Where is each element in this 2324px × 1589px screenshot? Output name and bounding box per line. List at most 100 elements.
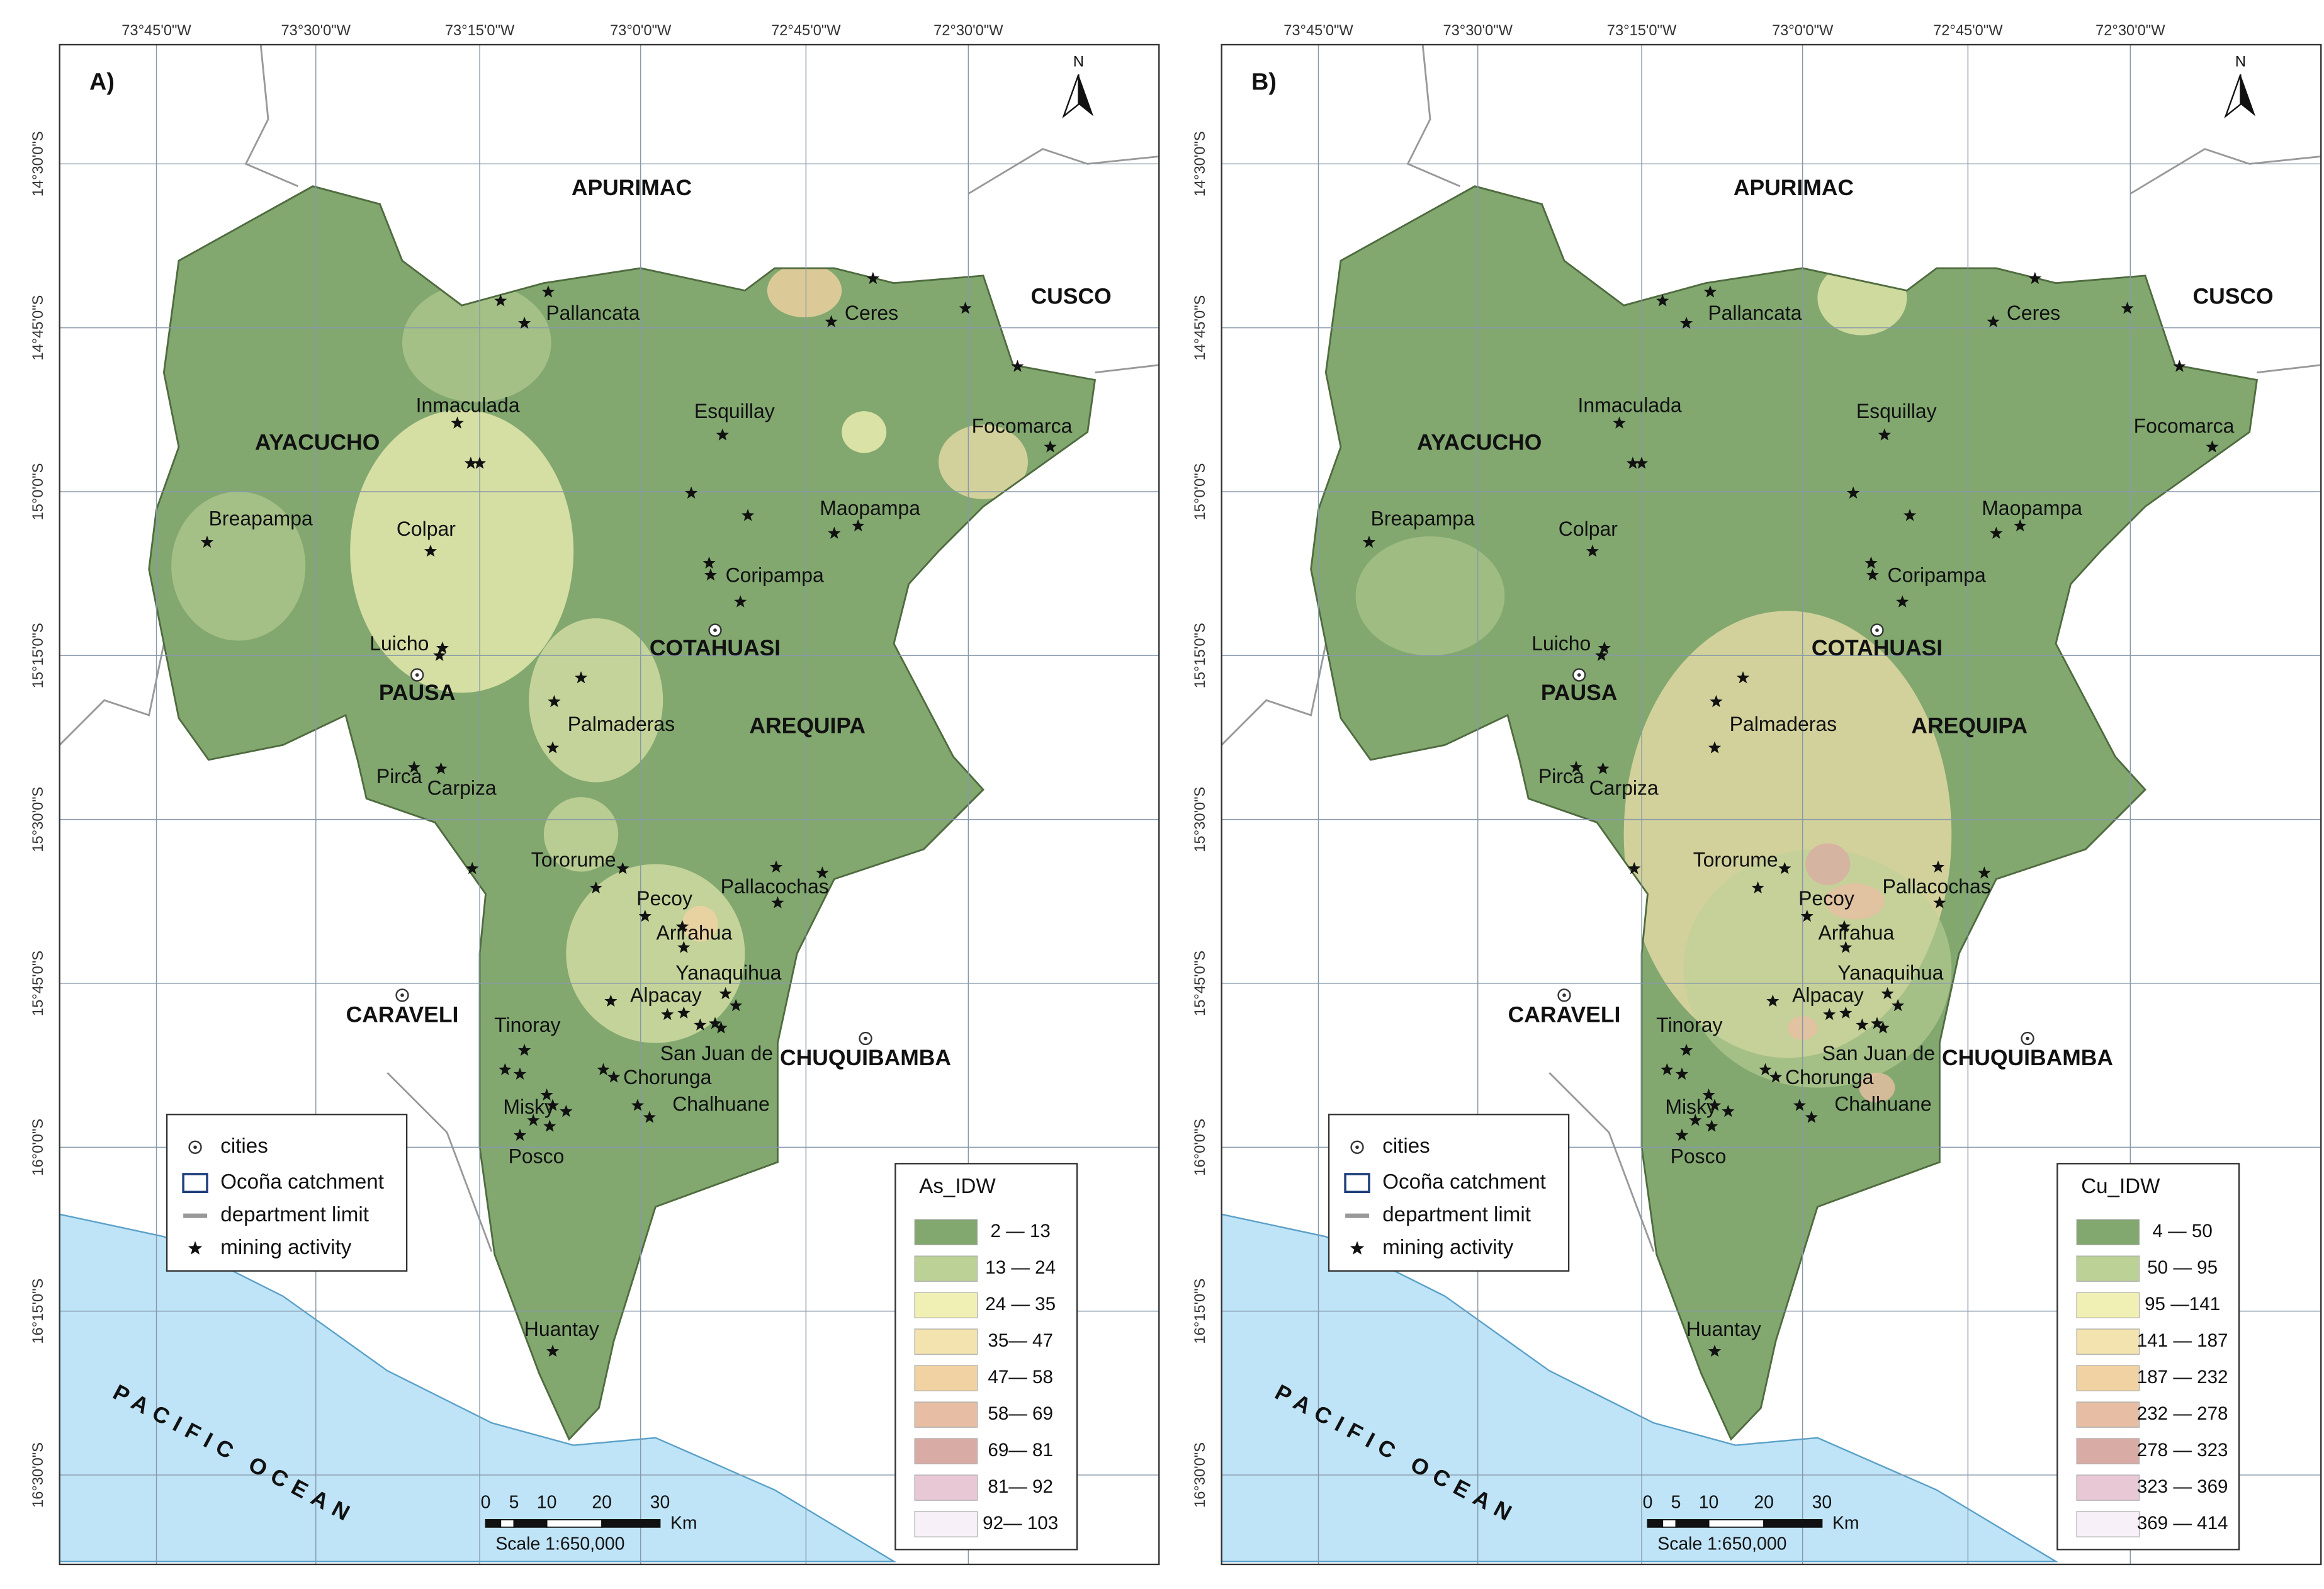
mining-site	[1846, 486, 1860, 499]
scale-tick: 0	[481, 1492, 491, 1512]
city-marker	[415, 673, 419, 677]
mining-site	[1876, 1021, 1890, 1034]
region-label: CARAVELI	[346, 1002, 459, 1027]
place-label: Arirahua	[1818, 921, 1894, 944]
mining-site	[704, 568, 718, 581]
mining-site	[1675, 1128, 1689, 1141]
idw-zone	[767, 263, 842, 318]
scale-unit: Km	[670, 1513, 697, 1534]
lat-label: 15°0'0"S	[30, 463, 47, 521]
place-label: Chorunga	[1785, 1066, 1874, 1089]
class-swatch	[914, 1438, 978, 1464]
lat-label: 15°30'0"S	[30, 787, 47, 852]
department-limit	[2257, 364, 2321, 374]
place-label: Coripampa	[1888, 563, 1986, 586]
mining-site	[1896, 595, 1909, 608]
place-label: Posco	[509, 1145, 565, 1167]
mining-site	[1766, 994, 1780, 1007]
mining-site	[464, 456, 478, 469]
lat-label: 15°30'0"S	[1192, 787, 1209, 852]
class-label: 278 — 323	[2137, 1440, 2228, 1461]
place-label: Inmaculada	[416, 394, 520, 417]
mining-site	[1931, 860, 1945, 873]
mining-site	[1866, 568, 1880, 581]
place-label: San Juan de	[1822, 1042, 1935, 1065]
place-label: Breapampa	[209, 507, 313, 529]
scale-tick: 10	[537, 1492, 557, 1512]
region-label: CUSCO	[1031, 284, 1112, 309]
idw-zone	[543, 797, 619, 872]
catchment-outline	[148, 185, 1097, 1441]
department-limit	[244, 44, 298, 188]
map-frame	[59, 43, 1160, 1566]
north-label: N	[1073, 54, 1084, 71]
place-label: Tinoray	[1656, 1014, 1722, 1036]
map-frame	[1221, 43, 2322, 1566]
lat-label: 16°15'0"S	[1192, 1279, 1209, 1344]
north-arrow	[1078, 74, 1094, 116]
mining-site	[1769, 1070, 1783, 1083]
mining-site	[2014, 519, 2027, 532]
scale-tick: 30	[1812, 1492, 1832, 1512]
mining-site	[1990, 526, 2003, 539]
mining-site	[694, 1018, 707, 1031]
mining-site	[597, 1063, 610, 1075]
mining-site	[1661, 1063, 1674, 1075]
idw-zone	[682, 905, 718, 942]
city-marker	[400, 993, 404, 997]
place-label: Chorunga	[623, 1066, 712, 1089]
lat-label: 14°30'0"S	[1192, 131, 1209, 196]
mining-site	[574, 671, 588, 684]
panel-label: B)	[1251, 69, 1277, 96]
mining-site	[828, 526, 841, 539]
scale-segment	[1647, 1519, 1664, 1528]
place-label: Maopampa	[820, 497, 920, 519]
place-label: Pallacochas	[1883, 875, 1991, 898]
mining-site	[643, 1111, 657, 1123]
idw-zone	[350, 409, 574, 693]
legend-label: Ocoña catchment	[1382, 1170, 1546, 1194]
mining-site	[616, 862, 629, 874]
mining-site	[1710, 695, 1723, 708]
scale-segment	[1763, 1519, 1823, 1528]
region-label: APURIMAC	[1734, 175, 1854, 200]
lon-label: 72°30'0"W	[934, 23, 1003, 39]
class-swatch	[914, 1401, 978, 1428]
mining-site	[730, 998, 743, 1012]
mining-site	[466, 862, 479, 874]
mining-site	[433, 648, 446, 661]
lon-label: 73°45'0"W	[121, 23, 191, 39]
class-legend-title: Cu_IDW	[2081, 1175, 2160, 1198]
class-swatch	[914, 1328, 978, 1355]
place-label: Misky	[1665, 1095, 1717, 1118]
north-arrow	[2224, 74, 2242, 119]
class-label: 187 — 232	[2137, 1367, 2228, 1388]
department-limit	[1406, 44, 1460, 188]
mining-site	[677, 1006, 691, 1019]
mining-site	[589, 881, 602, 894]
mining-site	[734, 595, 747, 608]
city-marker	[1577, 673, 1581, 677]
legend-label: department limit	[1382, 1203, 1531, 1226]
mining-site	[604, 994, 618, 1007]
place-label: Tororume	[531, 848, 616, 871]
mining-site	[1689, 1114, 1702, 1126]
idw-zone	[402, 283, 551, 402]
lon-label: 73°15'0"W	[1607, 23, 1677, 39]
place-label: Alpacay	[630, 984, 702, 1007]
mining-site	[1679, 316, 1693, 329]
mining-site	[1987, 315, 2000, 327]
catchment-outline	[1310, 185, 2259, 1441]
scale-unit: Km	[1832, 1513, 1859, 1534]
region-label: AYACUCHO	[255, 430, 380, 455]
class-label: 141 — 187	[2137, 1330, 2228, 1351]
mining-site	[866, 271, 880, 285]
mining-site	[1933, 896, 1946, 908]
region-label: CARAVELI	[1508, 1002, 1621, 1027]
mining-site	[1878, 428, 1891, 441]
mining-site	[451, 416, 464, 429]
mining-site	[1679, 1043, 1693, 1056]
place-label: Arirahua	[657, 921, 733, 944]
lon-label: 72°45'0"W	[1933, 23, 2003, 39]
class-swatch	[914, 1255, 978, 1282]
